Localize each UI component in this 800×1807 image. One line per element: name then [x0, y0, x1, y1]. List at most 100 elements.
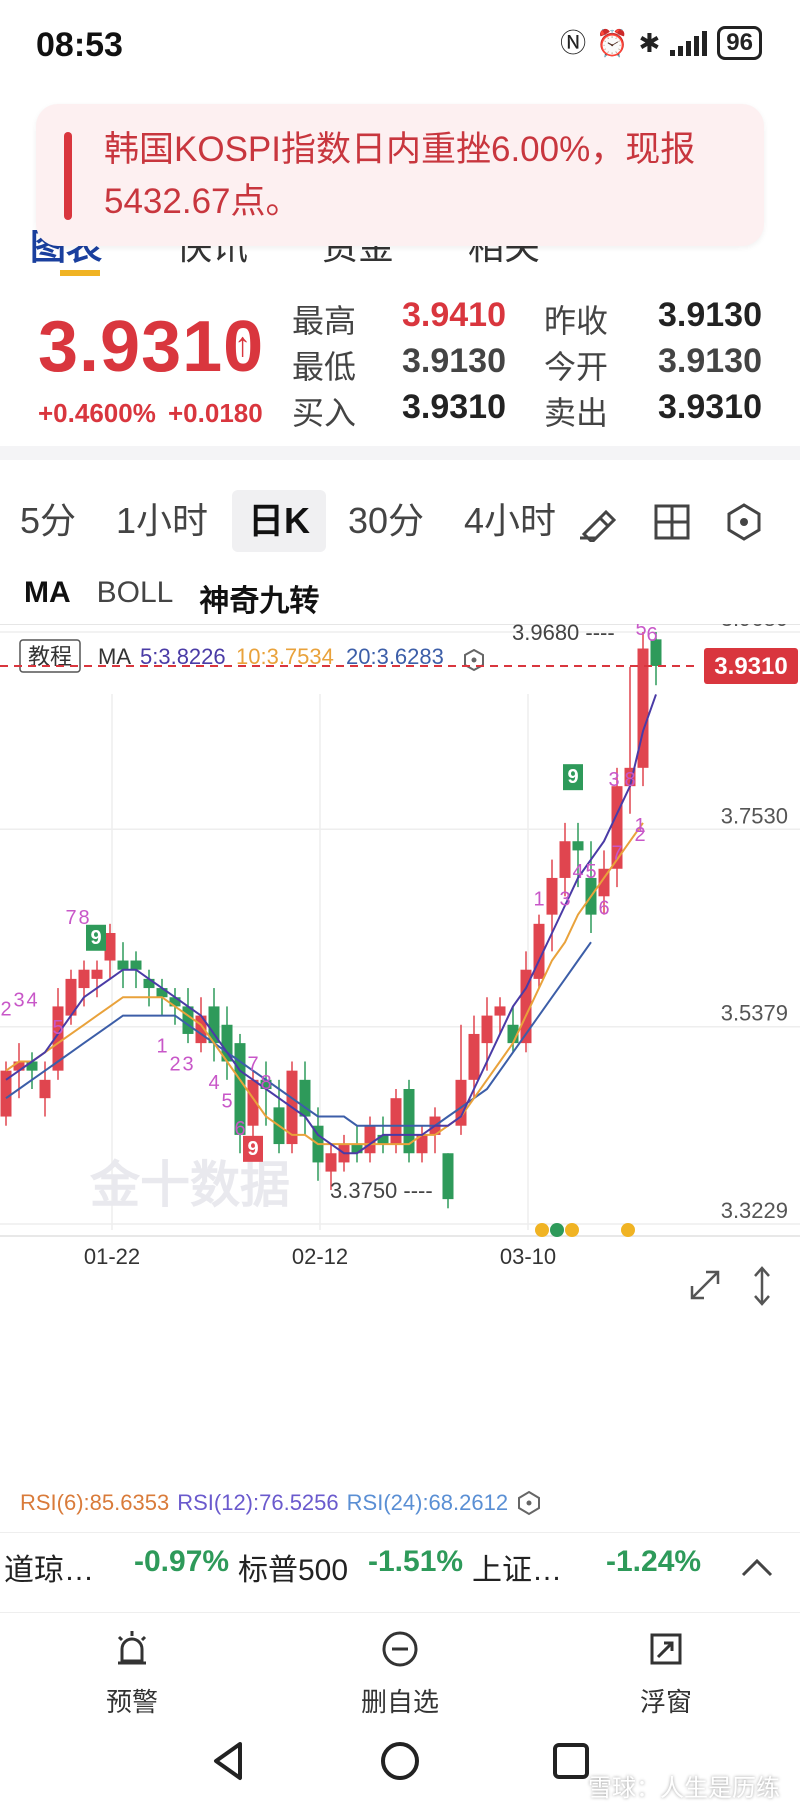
- event-dot: [550, 1223, 564, 1237]
- ticker-sp500-name: 标普500: [238, 1554, 349, 1587]
- system-nav-bar: [0, 1724, 800, 1807]
- y-tick-label: 3.3229: [721, 1198, 788, 1223]
- candle-body: [52, 1006, 64, 1071]
- status-icons: Ⓝ ⏰ ✱ 96: [560, 26, 762, 60]
- news-toast[interactable]: 韩国KOSPI指数日内重挫6.00%，现报5432.67点。: [36, 104, 764, 246]
- td-count-mark: 4: [572, 861, 583, 883]
- candle-body: [260, 1079, 272, 1090]
- rsi-values: RSI(6):85.6353 RSI(12):76.5256 RSI(24):6…: [20, 1490, 542, 1516]
- ticker-dow-change: -0.97%: [134, 1545, 230, 1578]
- candle-body: [468, 1033, 480, 1080]
- back-icon[interactable]: [204, 1736, 254, 1786]
- period-high-annotation: 3.9680 ----: [512, 624, 615, 645]
- td9-badge: [563, 764, 583, 791]
- y-tick-label: 3.7530: [721, 803, 788, 828]
- ma-prefix: MA: [98, 644, 131, 669]
- td9-badge: [243, 1135, 263, 1162]
- nfc-icon: Ⓝ: [560, 28, 587, 58]
- candle-body: [39, 1079, 51, 1099]
- rsi12: RSI(12):76.5256: [177, 1490, 339, 1515]
- drawing-tool-icon[interactable]: [576, 502, 616, 542]
- low-value: 3.9130: [402, 342, 506, 380]
- candle-body: [559, 841, 571, 878]
- candle-body: [156, 988, 168, 998]
- candle-body: [325, 1153, 337, 1172]
- kline-svg[interactable]: 教程 MA 5:3.8226 10:3.7534 20:3.6283 金十数据 …: [0, 624, 800, 1364]
- ma20-label: 20:3.6283: [346, 644, 444, 669]
- y-tick-label: 3.5379: [721, 1001, 788, 1026]
- rsi-settings-icon[interactable]: [516, 1490, 542, 1516]
- chevron-up-icon[interactable]: [740, 1551, 774, 1581]
- float-window-label: 浮窗: [639, 1687, 692, 1717]
- candle-body: [598, 868, 610, 897]
- alert-button[interactable]: 预警: [52, 1629, 212, 1719]
- layout-grid-icon[interactable]: [652, 502, 692, 542]
- event-dot: [535, 1223, 549, 1237]
- indicator-boll[interactable]: BOLL: [96, 576, 174, 609]
- indicator-ma[interactable]: MA: [24, 576, 71, 609]
- candle-body: [221, 1024, 233, 1062]
- candle-body: [130, 960, 142, 970]
- remove-watchlist-button[interactable]: 删自选: [320, 1629, 480, 1719]
- minus-circle-icon: [382, 1631, 418, 1667]
- candle-body: [403, 1089, 415, 1154]
- action-bar: 预警 删自选 浮窗: [0, 1612, 800, 1722]
- td-count-mark: 8: [624, 769, 635, 791]
- candle-body: [637, 648, 649, 768]
- battery-icon: 96: [717, 26, 762, 60]
- candle-body: [572, 841, 584, 851]
- prev-close-label: 昨收: [544, 303, 609, 339]
- td-count-mark: 3: [608, 769, 619, 791]
- candle-body: [624, 767, 636, 787]
- toast-text: 韩国KOSPI指数日内重挫6.00%，现报5432.67点。: [104, 130, 696, 221]
- candle-body: [195, 1015, 207, 1044]
- period-1hour[interactable]: 1小时: [116, 500, 209, 541]
- period-4hour[interactable]: 4小时: [464, 500, 557, 541]
- period-daily[interactable]: 日K: [232, 490, 326, 552]
- ticker-sse-name: 上证…: [472, 1554, 562, 1587]
- td-count-mark: 8: [260, 1072, 271, 1094]
- settings-hex-icon[interactable]: [724, 502, 764, 542]
- candle-body: [13, 1061, 25, 1071]
- quote-panel: 3.9310 ↑ +0.4600% +0.0180 最高 3.9410 昨收 3…: [0, 282, 800, 442]
- candle-body: [247, 1079, 259, 1126]
- tutorial-button[interactable]: 教程: [28, 644, 72, 669]
- candle-body: [182, 1006, 194, 1034]
- ma10-label: 10:3.7534: [236, 644, 334, 669]
- candle-body: [390, 1098, 402, 1145]
- period-30min[interactable]: 30分: [348, 500, 425, 541]
- td-count-mark: 4: [622, 624, 633, 628]
- bid-label: 买入: [292, 395, 357, 431]
- last-price: 3.9310: [38, 307, 265, 387]
- home-icon[interactable]: [375, 1736, 425, 1786]
- candle-body: [117, 960, 129, 970]
- fullscreen-icon[interactable]: [690, 1270, 720, 1300]
- ma5-line: [5, 694, 657, 1155]
- candle-body: [481, 1015, 493, 1044]
- candle-body: [65, 978, 77, 1016]
- float-window-icon: [650, 1633, 682, 1665]
- float-window-button[interactable]: 浮窗: [586, 1629, 746, 1719]
- event-dot: [621, 1223, 635, 1237]
- low-label: 最低: [292, 349, 357, 385]
- change-percent: +0.4600%: [38, 398, 156, 428]
- toast-accent-bar: [64, 132, 72, 220]
- bluetooth-icon: ✱: [638, 28, 661, 58]
- td-count-mark: 1: [533, 888, 544, 910]
- candle-body: [546, 877, 558, 915]
- candle-body: [208, 1006, 220, 1044]
- td-count-mark: 3: [559, 888, 570, 910]
- change-amount: +0.0180: [168, 398, 263, 428]
- candle-body: [507, 1024, 519, 1044]
- current-price-tag-text: 3.9310: [714, 653, 787, 680]
- period-5min[interactable]: 5分: [20, 500, 77, 541]
- kline-chart[interactable]: 教程 MA 5:3.8226 10:3.7534 20:3.6283 金十数据 …: [0, 624, 800, 1364]
- quote-stats: 最高 3.9410 昨收 3.9130 最低 3.9130 今开 3.9130 …: [292, 296, 772, 434]
- vertical-scale-icon[interactable]: [754, 1266, 770, 1306]
- recents-icon[interactable]: [546, 1736, 596, 1786]
- indicator-td9[interactable]: 神奇九转: [199, 585, 320, 618]
- candle-body: [442, 1153, 454, 1200]
- ma-settings-icon[interactable]: [464, 648, 484, 672]
- market-ticker[interactable]: 道琼… -0.97% 标普500 -1.51% 上证… -1.24%: [0, 1532, 800, 1598]
- status-time: 08:53: [36, 26, 123, 64]
